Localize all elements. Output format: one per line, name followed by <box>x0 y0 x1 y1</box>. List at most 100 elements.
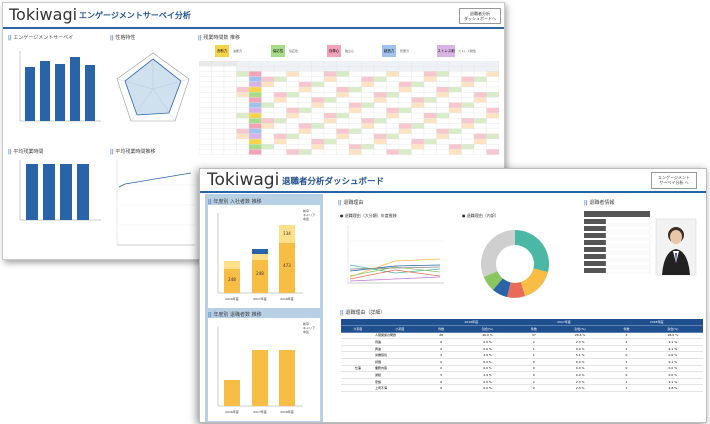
legend-selfesteem: 自尊心 <box>327 45 341 57</box>
header: Tokiwagi エンゲージメントサーベイ分析 退職者分析 ダッシュボードへ <box>3 3 504 29</box>
reason-cell: 通勤 <box>375 371 425 379</box>
heatmap-cell <box>348 112 362 119</box>
heatmap-cell <box>361 81 375 88</box>
engagement-survey-link-button[interactable]: エンゲージメント サーベイ分析 へ <box>651 172 697 189</box>
heatmap-cell <box>386 149 400 155</box>
group-cell <box>341 371 375 379</box>
page-title: 退職者分析ダッシュボード <box>282 177 385 187</box>
heatmap-cell <box>411 71 425 77</box>
group-cell <box>341 378 375 386</box>
heatmap-cell <box>223 112 237 119</box>
avg-overtime-bar-chart <box>19 160 101 221</box>
heatmap-cell <box>398 86 412 93</box>
heatmap-cell <box>486 92 499 98</box>
heatmap-cell <box>423 112 437 119</box>
heatmap-cell <box>461 92 475 98</box>
col-header: 大項目 <box>341 325 375 333</box>
value-cell: 0 <box>425 358 458 366</box>
heatmap-cell <box>311 128 325 134</box>
bar-label: 248 <box>256 271 264 276</box>
heatmap-cell <box>323 118 337 124</box>
heatmap-cell <box>273 149 287 155</box>
heatmap-cell <box>448 133 462 140</box>
heatmap-cell <box>423 92 437 98</box>
heatmap-cell <box>448 61 462 67</box>
heatmap-cell <box>436 86 450 93</box>
bar-2017-new <box>252 260 268 293</box>
series-line <box>349 269 441 280</box>
heatmap-cell <box>398 97 412 103</box>
heatmap-cell <box>361 61 375 67</box>
value-cell: 0 <box>517 358 550 366</box>
heatmap-cell <box>386 92 400 98</box>
legend-cooperation-sub: 協応性 <box>289 49 299 53</box>
value-cell: 0.0 % <box>457 384 518 393</box>
heatmap-cell <box>261 102 275 108</box>
heatmap-cell <box>199 144 212 150</box>
heatmap-cell <box>323 66 337 72</box>
value-cell: 4 <box>610 332 643 340</box>
heatmap-cell <box>411 123 425 129</box>
heatmap-cell <box>473 138 487 145</box>
col-header: 件数 <box>610 325 643 333</box>
heatmap-cell <box>373 97 387 103</box>
value-cell: 1 <box>517 351 550 360</box>
heatmap-cell <box>361 107 375 114</box>
heatmap-cell <box>486 138 499 145</box>
value-cell: 9.1 % <box>642 338 703 346</box>
bar-2016 <box>224 380 240 406</box>
heatmap-cell <box>373 128 387 134</box>
heatmap-cell <box>373 92 387 98</box>
heatmap-cell <box>199 61 212 67</box>
heatmap-cell <box>199 81 212 88</box>
value-cell: 1 <box>610 345 643 353</box>
heatmap-cell <box>486 81 499 88</box>
heatmap-cell <box>398 61 412 67</box>
heatmap-cell <box>411 97 425 103</box>
col-header: 割合(%) <box>550 325 611 333</box>
heatmap-cell <box>348 92 362 98</box>
heatmap-cell <box>199 107 212 114</box>
table-header-cols: 大項目 小項目 件数 割合(%) 件数 割合(%) 件数 割合(%) <box>341 325 703 333</box>
x-tick: 2016年度 <box>225 296 239 301</box>
heatmap-cell <box>336 76 350 82</box>
table-row: 家族 0 0.0 % 2 2.3 % 1 9.1 % <box>341 378 703 386</box>
heatmap-cell <box>261 112 275 119</box>
heatmap-cell <box>199 133 212 140</box>
heatmap-cell <box>398 123 412 129</box>
reason-cell: 待遇 <box>375 338 425 346</box>
heatmap-cell <box>223 138 237 145</box>
heatmap-cell <box>461 128 475 134</box>
group-cell <box>341 332 375 340</box>
reason-cell: 人間関係の問題 <box>375 332 425 340</box>
heatmap-cell <box>311 112 325 119</box>
heatmap-cell <box>323 76 337 82</box>
page-title: エンゲージメントサーベイ分析 <box>79 11 191 20</box>
heatmap-cell <box>461 149 475 155</box>
heatmap-cell <box>386 133 400 140</box>
bar-label: 248 <box>228 277 236 282</box>
heatmap-cell <box>473 128 487 134</box>
section-title-overtime: 残業時間数 推移 <box>198 34 240 41</box>
heatmap-cell <box>411 81 425 88</box>
heatmap-cell <box>461 118 475 124</box>
heatmap-cell <box>273 102 287 108</box>
heatmap-cell <box>386 102 400 108</box>
heatmap-cell <box>236 81 250 88</box>
col-header: 件数 <box>425 325 458 333</box>
retire-dashboard-link-button[interactable]: 退職者分析 ダッシュボードへ <box>459 8 501 24</box>
heatmap-cell <box>398 92 412 98</box>
heatmap-cell <box>461 66 475 72</box>
heatmap-cell <box>448 144 462 150</box>
value-cell: 46.0 % <box>457 332 518 340</box>
heatmap-cell <box>411 128 425 134</box>
heatmap-cell <box>473 71 487 77</box>
value-cell: 0 <box>610 365 643 373</box>
overtime-heatmap <box>199 61 499 155</box>
heatmap-cell <box>323 128 337 134</box>
heatmap-cell <box>286 61 300 67</box>
heatmap-cell <box>361 133 375 140</box>
heatmap-cell <box>473 102 487 108</box>
heatmap-cell <box>323 86 337 93</box>
